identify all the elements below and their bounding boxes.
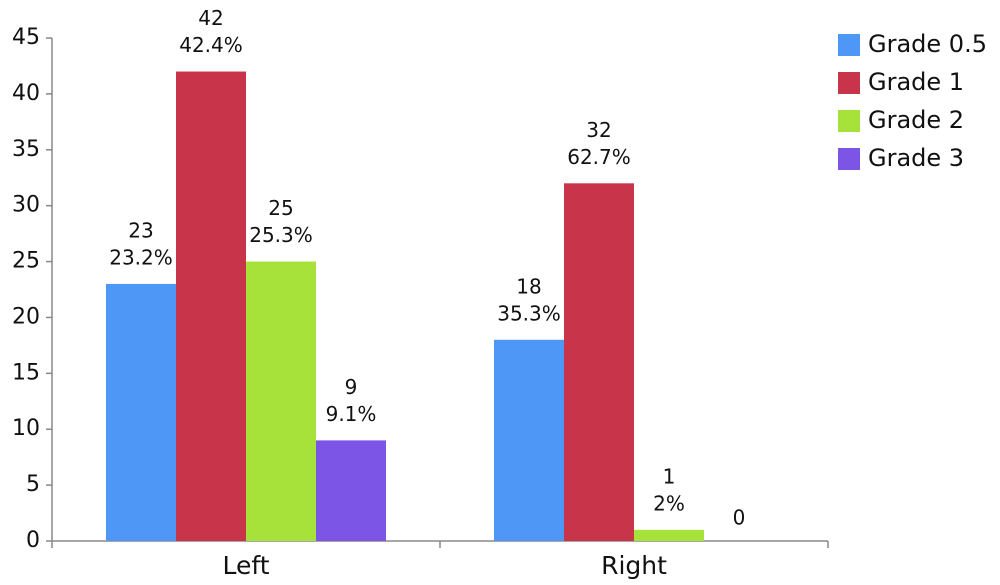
bar	[106, 283, 176, 541]
data-label: 32	[586, 118, 611, 142]
legend-swatch	[838, 148, 860, 170]
legend-label: Grade 3	[868, 144, 964, 172]
x-tick-label: Right	[601, 551, 667, 580]
y-tick-label: 5	[26, 472, 40, 497]
percent-label: 9.1%	[326, 402, 377, 426]
y-tick-label: 45	[12, 25, 40, 50]
legend-swatch	[838, 72, 860, 94]
data-label: 25	[268, 196, 293, 220]
legend-label: Grade 1	[868, 68, 964, 96]
percent-label: 23.2%	[109, 245, 173, 269]
y-tick-label: 20	[12, 304, 40, 329]
legend-label: Grade 0.5	[868, 30, 987, 58]
bar	[246, 261, 316, 541]
bar	[316, 440, 386, 541]
y-tick-label: 40	[12, 81, 40, 106]
percent-label: 2%	[653, 491, 685, 515]
legend-swatch	[838, 110, 860, 132]
data-label: 42	[198, 6, 223, 30]
data-label: 1	[663, 464, 676, 488]
data-label: 9	[345, 375, 358, 399]
y-tick-label: 10	[12, 416, 40, 441]
percent-label: 62.7%	[567, 145, 631, 169]
legend-swatch	[838, 34, 860, 56]
percent-label: 25.3%	[249, 223, 313, 247]
data-label: 0	[733, 506, 746, 530]
bar	[564, 183, 634, 542]
y-tick-label: 15	[12, 360, 40, 385]
x-tick-label: Left	[222, 551, 269, 580]
legend-label: Grade 2	[868, 106, 964, 134]
bar	[494, 339, 564, 541]
percent-label: 42.4%	[179, 33, 243, 57]
data-label: 18	[516, 274, 541, 298]
bar	[176, 71, 246, 542]
data-label: 23	[128, 218, 153, 242]
y-tick-label: 0	[26, 528, 40, 553]
bar	[634, 529, 704, 541]
y-tick-label: 25	[12, 249, 40, 274]
y-tick-label: 30	[12, 193, 40, 218]
percent-label: 35.3%	[497, 301, 561, 325]
y-tick-label: 35	[12, 137, 40, 162]
